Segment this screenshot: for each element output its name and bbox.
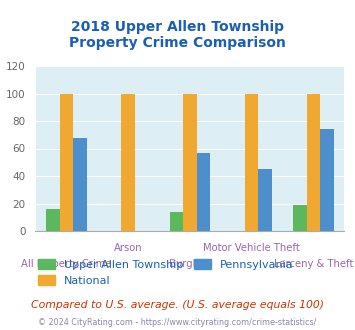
Bar — [197, 152, 210, 231]
Bar — [46, 209, 60, 231]
Bar — [121, 93, 135, 231]
Bar — [73, 138, 87, 231]
Bar — [307, 93, 320, 231]
Bar — [320, 129, 334, 231]
Text: Arson: Arson — [114, 243, 142, 252]
Text: 2018 Upper Allen Township
Property Crime Comparison: 2018 Upper Allen Township Property Crime… — [69, 20, 286, 50]
Text: Compared to U.S. average. (U.S. average equals 100): Compared to U.S. average. (U.S. average … — [31, 300, 324, 310]
Bar — [245, 93, 258, 231]
Text: Motor Vehicle Theft: Motor Vehicle Theft — [203, 243, 300, 252]
Bar — [60, 93, 73, 231]
Text: Larceny & Theft: Larceny & Theft — [274, 259, 353, 269]
Bar — [258, 169, 272, 231]
Bar — [293, 205, 307, 231]
Text: Burglary: Burglary — [169, 259, 211, 269]
Bar — [170, 212, 183, 231]
Bar — [183, 93, 197, 231]
Text: All Property Crime: All Property Crime — [21, 259, 111, 269]
Text: © 2024 CityRating.com - https://www.cityrating.com/crime-statistics/: © 2024 CityRating.com - https://www.city… — [38, 318, 317, 327]
Legend: Upper Allen Township, National, Pennsylvania: Upper Allen Township, National, Pennsylv… — [34, 255, 298, 291]
